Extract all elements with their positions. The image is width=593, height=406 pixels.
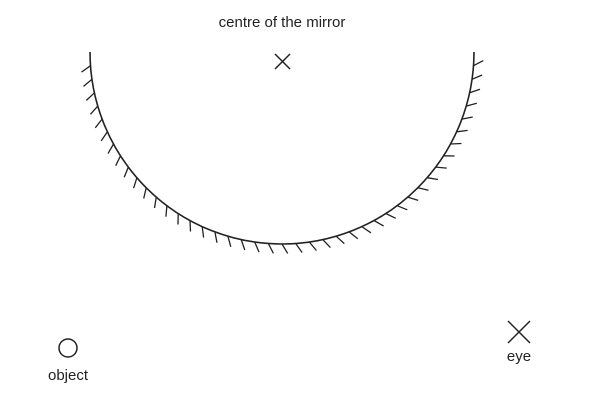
hatch-mark: [335, 235, 345, 245]
hatch-mark: [201, 226, 205, 238]
hatch-mark: [471, 74, 483, 80]
hatch-mark: [240, 239, 246, 251]
hatch-mark: [361, 226, 372, 234]
object-circle-icon: [58, 338, 78, 358]
hatch-mark: [281, 243, 289, 254]
hatch-mark: [254, 241, 260, 253]
mirror-hatching: [81, 60, 484, 254]
hatch-mark: [461, 116, 473, 120]
hatch-mark: [435, 166, 447, 169]
eye-label: eye: [506, 348, 532, 365]
hatch-mark: [417, 187, 429, 191]
hatch-mark: [396, 205, 408, 211]
hatch-mark: [165, 205, 168, 217]
hatch-mark: [227, 236, 232, 247]
hatch-mark: [214, 231, 218, 243]
object-label: object: [47, 367, 89, 384]
hatch-mark: [100, 131, 108, 142]
hatch-mark: [456, 129, 468, 133]
hatch-mark: [189, 220, 192, 232]
centre-of-mirror-label: centre of the mirror: [218, 14, 346, 31]
hatch-mark: [81, 65, 91, 73]
hatch-mark: [426, 177, 439, 181]
hatch-mark: [407, 196, 419, 202]
hatch-mark: [83, 78, 93, 87]
hatch-mark: [94, 118, 103, 129]
hatch-mark: [153, 196, 157, 209]
hatch-mark: [322, 239, 331, 249]
hatch-mark: [132, 177, 138, 189]
hatch-mark: [373, 219, 384, 227]
hatch-mark: [469, 88, 481, 94]
hatch-mark: [115, 155, 122, 166]
hatch-mark: [85, 92, 95, 101]
hatch-mark: [295, 243, 303, 253]
hatch-mark: [466, 102, 477, 107]
eye-cross-icon: [507, 320, 531, 344]
hatch-mark: [473, 60, 484, 67]
hatch-mark: [308, 241, 317, 251]
hatch-mark: [267, 243, 274, 254]
hatch-mark: [89, 105, 99, 115]
centre-cross-icon: [274, 53, 291, 70]
hatch-mark: [348, 231, 359, 240]
hatch-mark: [450, 142, 462, 145]
hatch-mark: [123, 166, 129, 178]
concave-mirror-arc: [89, 51, 475, 245]
hatch-mark: [385, 212, 396, 219]
hatch-mark: [107, 143, 115, 154]
hatch-mark: [143, 187, 147, 199]
